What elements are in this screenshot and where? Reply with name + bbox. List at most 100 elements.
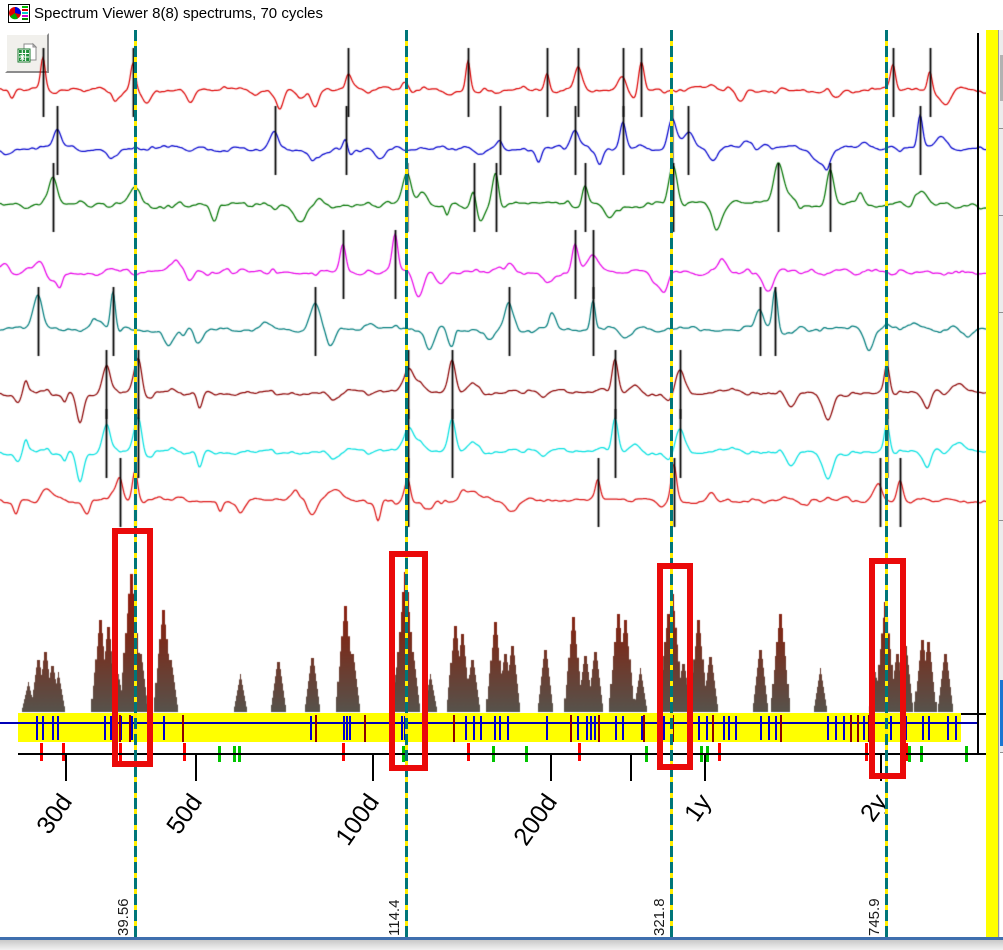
band-tick-blue: [494, 716, 496, 740]
highlight-box: [869, 558, 906, 779]
x-axis-tick: [195, 755, 197, 781]
band-tick-darkred: [598, 715, 600, 742]
band-tick-blue: [110, 716, 112, 740]
cursor-value-label: 39.56: [115, 898, 132, 936]
window-title: Spectrum Viewer 8(8) spectrums, 70 cycle…: [34, 5, 323, 22]
x-axis-label: 100d: [330, 789, 385, 851]
x-axis-tick: [880, 755, 882, 781]
band-tick-blue: [507, 716, 509, 740]
highlight-box: [389, 551, 428, 771]
band-tick-blue: [36, 716, 38, 740]
cursor-line[interactable]: [134, 30, 137, 937]
band-tick-blue: [843, 716, 845, 740]
band-tick-blue: [641, 716, 643, 740]
band-tick-blue: [698, 716, 700, 740]
marker-band: [18, 713, 961, 742]
panel-divider: [999, 520, 1003, 521]
x-axis-tick: [704, 755, 706, 781]
band-tick-blue: [622, 716, 624, 740]
band-tick-darkred: [129, 715, 131, 742]
band-tick-darkred: [315, 715, 317, 742]
cursor-line[interactable]: [670, 30, 673, 937]
band-tick-darkred: [857, 715, 859, 742]
cursor-value-label: 321.8: [651, 898, 668, 936]
x-axis-tick: [372, 755, 374, 781]
panel-white-sliver: [1000, 752, 1003, 938]
x-axis-label: 200d: [508, 789, 563, 851]
band-tick-blue: [947, 716, 949, 740]
band-tick-blue: [594, 716, 596, 740]
panel-blue-sliver: [1000, 680, 1003, 746]
band-tick-blue: [768, 716, 770, 740]
band-tick-blue: [775, 716, 777, 740]
x-axis-label: 1y: [678, 789, 717, 827]
band-tick-darkred: [672, 715, 674, 742]
band-tick-blue: [835, 716, 837, 740]
band-tick-blue: [401, 716, 403, 740]
panel-divider: [999, 128, 1003, 129]
band-tick-blue: [577, 716, 579, 740]
right-panel-sliver: [998, 30, 1003, 938]
band-center-line: [0, 722, 979, 724]
highlight-box: [657, 563, 693, 770]
band-tick-blue: [42, 716, 44, 740]
band-tick-darkred: [364, 715, 366, 742]
panel-divider: [999, 215, 1003, 216]
band-tick-blue: [120, 716, 122, 740]
band-tick-darkred: [643, 715, 645, 742]
band-tick-darkred: [850, 715, 852, 742]
plot-right-border: [977, 33, 979, 754]
cursor-line[interactable]: [405, 30, 408, 937]
band-tick-blue: [827, 716, 829, 740]
window-bottom-border: [0, 937, 1003, 940]
band-tick-blue: [465, 716, 467, 740]
band-tick-blue: [131, 716, 133, 740]
x-axis-label: 50d: [161, 789, 208, 840]
band-tick-blue: [480, 716, 482, 740]
band-tick-blue: [590, 716, 592, 740]
band-tick-blue: [346, 716, 348, 740]
event-tick-red: [718, 743, 721, 761]
x-axis-minor-tick: [630, 755, 632, 781]
cursor-line[interactable]: [885, 30, 888, 937]
panel-divider: [999, 312, 1003, 313]
period-histogram-canvas: [0, 560, 986, 713]
band-tick-darkred: [182, 715, 184, 742]
band-tick-blue: [499, 716, 501, 740]
x-axis-label: 30d: [31, 789, 78, 840]
band-tick-blue: [863, 716, 865, 740]
event-tick-red: [62, 743, 65, 761]
band-tick-blue: [760, 716, 762, 740]
x-axis-tick: [65, 755, 67, 781]
band-tick-darkred: [712, 715, 714, 742]
title-bar: Spectrum Viewer 8(8) spectrums, 70 cycle…: [0, 0, 1003, 28]
band-tick-blue: [890, 716, 892, 740]
band-right-baseline: [961, 713, 1003, 715]
band-tick-blue: [735, 716, 737, 740]
band-tick-blue: [310, 716, 312, 740]
band-tick-blue: [905, 716, 907, 740]
band-tick-blue: [104, 716, 106, 740]
band-tick-blue: [928, 716, 930, 740]
spectrum-traces-canvas: [0, 30, 986, 540]
event-tick-red: [40, 743, 43, 761]
band-tick-darkred: [570, 715, 572, 742]
band-tick-blue: [955, 716, 957, 740]
band-tick-darkred: [780, 715, 782, 742]
window-bottom-shadow: [0, 940, 1003, 950]
x-axis-line: [18, 753, 1003, 755]
band-tick-blue: [922, 716, 924, 740]
right-scrollbar-thumb[interactable]: [1000, 55, 1003, 101]
cursor-value-label: 745.9: [866, 898, 883, 936]
band-tick-blue: [586, 716, 588, 740]
band-tick-blue: [615, 716, 617, 740]
band-tick-blue: [546, 716, 548, 740]
band-tick-blue: [706, 716, 708, 740]
band-tick-blue: [57, 716, 59, 740]
band-tick-blue: [163, 716, 165, 740]
band-tick-darkred: [453, 715, 455, 742]
event-tick-red: [183, 743, 186, 761]
band-tick-darkred: [119, 715, 121, 742]
